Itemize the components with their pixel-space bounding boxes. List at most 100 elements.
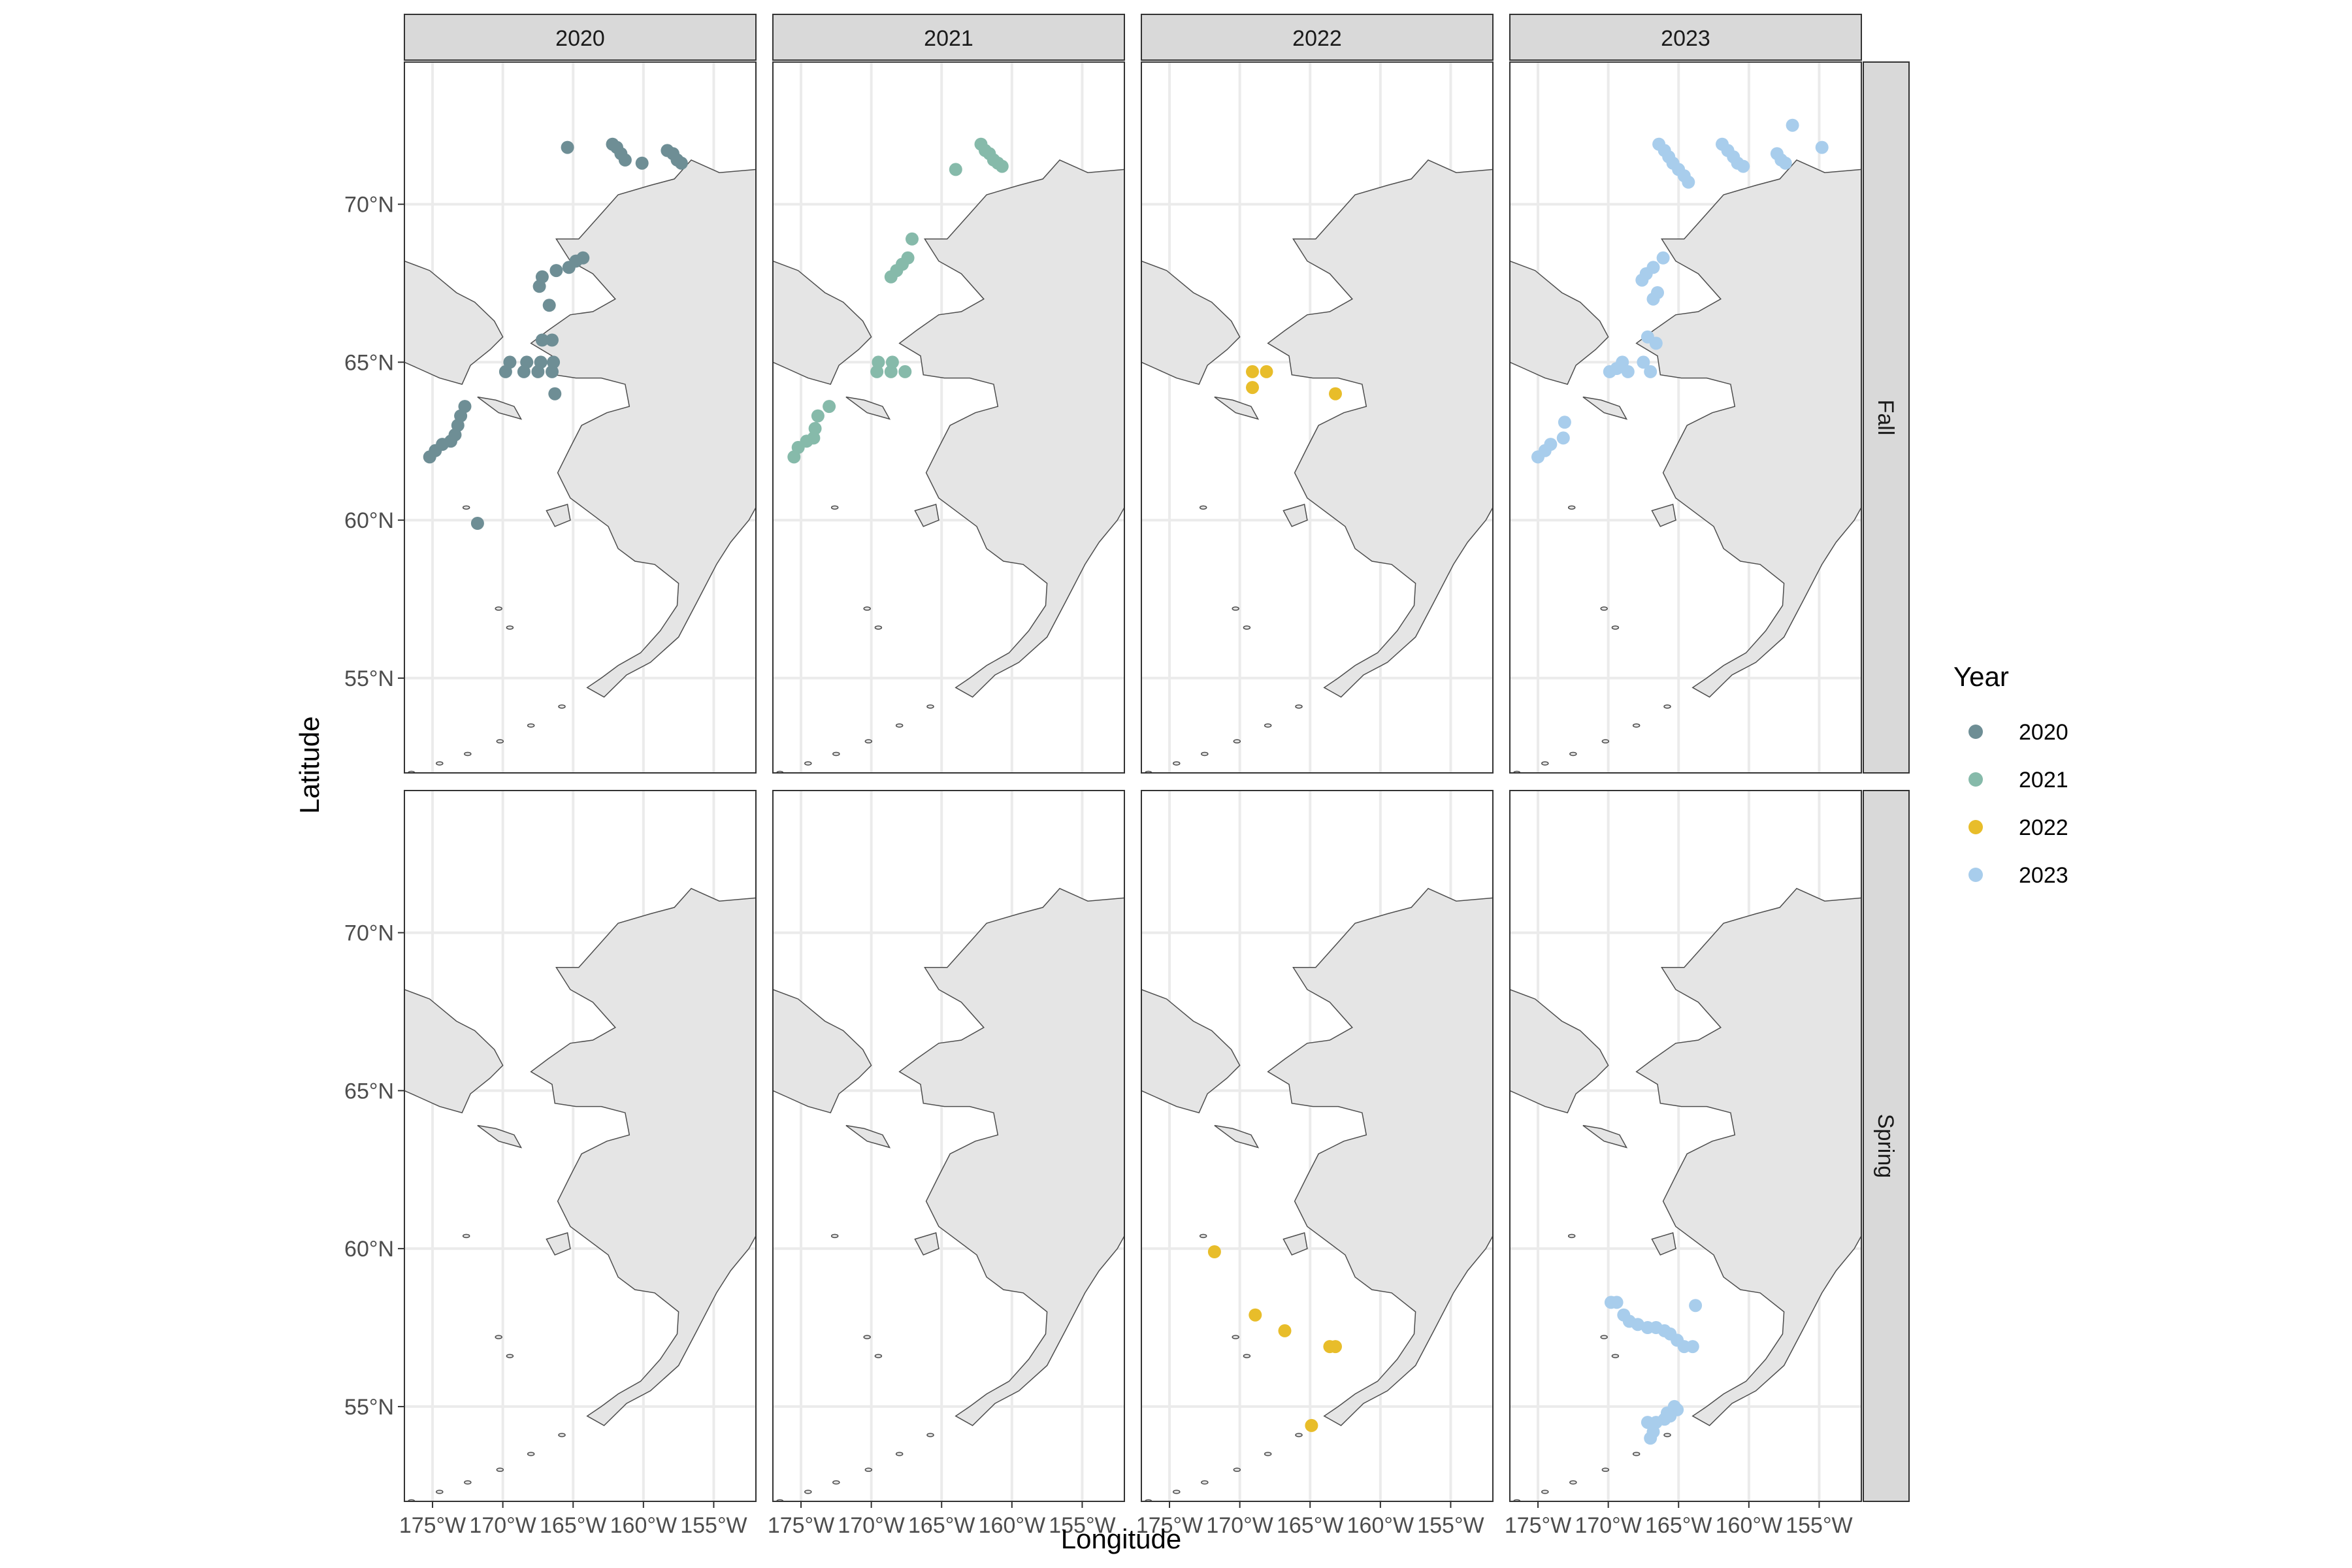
legend-item-2021: 2021 (1968, 768, 2068, 792)
x-tick-label: 160°W (1716, 1513, 1782, 1538)
legend-label: 2020 (2019, 720, 2068, 745)
facet-panel-2023-spring: Spring 175°W 170°W 165°W 160°W 155°W (1505, 790, 1910, 1538)
y-tick-label: 65°N (344, 1079, 394, 1103)
panel-border (404, 790, 757, 1502)
data-point (1305, 1418, 1318, 1432)
facet-strip-fall (1863, 61, 1910, 774)
panel-border (404, 61, 757, 774)
data-point (1329, 1340, 1342, 1354)
land-basemap (1510, 159, 1861, 773)
data-point (1815, 140, 1829, 154)
y-tick-label: 55°N (344, 666, 394, 691)
data-point (1649, 336, 1663, 350)
facet-strip-spring (1863, 790, 1910, 1502)
facet-strip-2021 (772, 14, 1125, 61)
data-point (549, 264, 563, 278)
x-tick-label: 170°W (1206, 1513, 1273, 1538)
data-point (1644, 1431, 1658, 1445)
data-point (635, 156, 649, 170)
facet-panel-2020-spring: 55°N 60°N 65°N 70°N 175°W 170°W 165°W 160°W 155°… (344, 790, 757, 1538)
x-tick-label: 165°W (540, 1513, 606, 1538)
x-tick-label: 165°W (908, 1513, 975, 1538)
facet-panel-2021-spring: 175°W 170°W 165°W 160°W 155°W (768, 790, 1125, 1538)
x-tick-label: 165°W (1277, 1513, 1343, 1538)
panel-border (1141, 790, 1494, 1502)
panel-border (1141, 61, 1494, 774)
y-tick-label: 70°N (344, 193, 394, 218)
land-basemap (404, 887, 756, 1501)
y-tick-label: 55°N (344, 1395, 394, 1420)
x-tick-label: 170°W (838, 1513, 904, 1538)
data-point (884, 365, 898, 378)
facet-grid: 2020 55°N 60°N 65°N 70°N 2021 2022 2023 Fall 55°N… (344, 14, 1910, 1538)
data-point (898, 365, 912, 378)
facet-panel-2021-fall: 2021 (772, 14, 1125, 774)
data-points (1246, 365, 1342, 400)
data-point (1656, 251, 1670, 265)
data-points (1207, 1245, 1342, 1432)
data-point (423, 450, 436, 464)
panel-border (772, 790, 1125, 1502)
x-tick-label: 170°W (1575, 1513, 1641, 1538)
data-point (1621, 365, 1635, 378)
x-tick-label: 175°W (1505, 1513, 1571, 1538)
data-point (906, 232, 919, 246)
legend-key (1968, 772, 1983, 787)
data-point (674, 156, 688, 170)
data-point (870, 365, 884, 378)
facet-strip-2022 (1141, 14, 1494, 61)
legend-key (1968, 868, 1983, 882)
data-point (1737, 159, 1750, 173)
data-point (618, 153, 632, 167)
legend-item-2023: 2023 (1968, 863, 2068, 888)
facet-strip-label: 2022 (1292, 26, 1342, 51)
data-point (787, 450, 801, 464)
data-point (1603, 365, 1616, 378)
data-point (498, 365, 512, 378)
data-point (1661, 1406, 1674, 1420)
land-basemap (1141, 159, 1493, 773)
land-basemap (404, 159, 756, 773)
data-point (517, 365, 531, 378)
x-tick-label: 160°W (610, 1513, 677, 1538)
legend-item-2020: 2020 (1968, 720, 2068, 745)
x-tick-label: 160°W (979, 1513, 1045, 1538)
data-point (548, 387, 562, 400)
facet-strip-2023 (1509, 14, 1862, 61)
data-point (535, 333, 549, 347)
data-point (1610, 1296, 1624, 1309)
facet-strip-label: 2020 (555, 26, 605, 51)
facet-strip-label: Fall (1873, 400, 1898, 436)
y-tick-label: 70°N (344, 921, 394, 946)
data-points (1531, 118, 1829, 464)
x-tick-label: 155°W (1417, 1513, 1484, 1538)
data-points (787, 137, 1009, 464)
x-tick-label: 175°W (399, 1513, 466, 1538)
data-point (884, 270, 898, 284)
data-point (546, 333, 559, 347)
x-tick-label: 160°W (1347, 1513, 1414, 1538)
data-point (1646, 292, 1660, 306)
data-point (995, 159, 1009, 173)
y-tick-label: 65°N (344, 350, 394, 375)
data-point (1641, 1416, 1654, 1429)
legend-label: 2022 (2019, 815, 2068, 840)
data-point (1249, 1308, 1262, 1322)
legend-label: 2021 (2019, 768, 2068, 792)
data-point (1207, 1245, 1221, 1258)
legend-item-2022: 2022 (1968, 815, 2068, 840)
data-point (823, 400, 836, 414)
facet-panel-2022-spring: 175°W 170°W 165°W 160°W 155°W (1136, 790, 1494, 1538)
x-tick-label: 165°W (1645, 1513, 1712, 1538)
data-point (1689, 1299, 1703, 1313)
data-points (423, 137, 688, 530)
data-point (1246, 365, 1259, 378)
data-point (532, 280, 546, 293)
x-tick-label: 170°W (469, 1513, 536, 1538)
data-point (1686, 1340, 1699, 1354)
facet-panel-2022-fall: 2022 (1141, 14, 1494, 774)
land-basemap (1510, 887, 1861, 1501)
data-point (562, 261, 576, 274)
facet-strip-label: 2023 (1661, 26, 1710, 51)
data-point (542, 299, 556, 312)
